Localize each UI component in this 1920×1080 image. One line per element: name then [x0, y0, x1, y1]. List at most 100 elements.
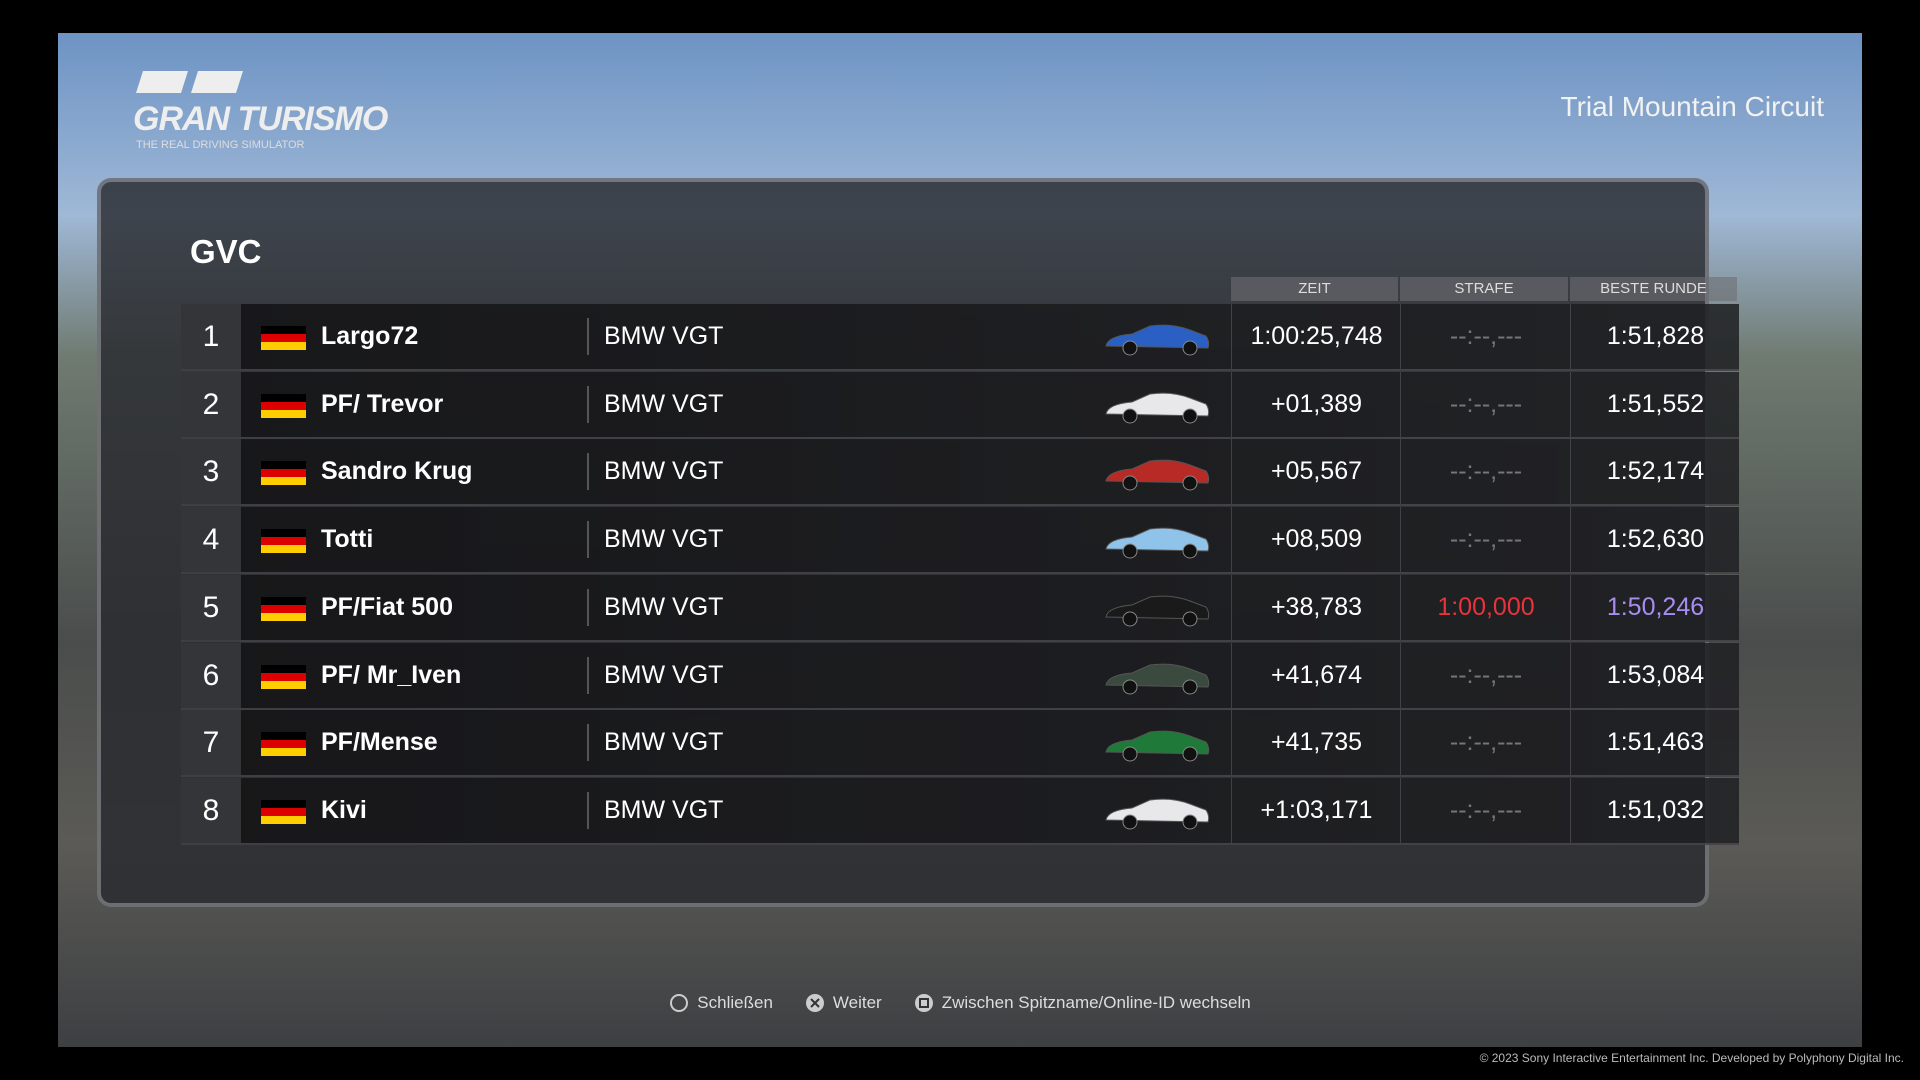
- best-lap: 1:51,552: [1570, 371, 1740, 437]
- logo: GRAN TURISMO THE REAL DRIVING SIMULATOR: [133, 71, 388, 151]
- time: +08,509: [1231, 507, 1401, 573]
- driver-name: Sandro Krug: [321, 457, 473, 486]
- result-row: 7 PF/Mense BMW VGT +41,735 --:--,--- 1:51,463: [181, 710, 1740, 778]
- separator: [587, 521, 589, 559]
- driver-name: Totti: [321, 525, 374, 554]
- car-model: BMW VGT: [604, 795, 724, 824]
- best-lap: 1:52,174: [1570, 439, 1740, 505]
- flag: [261, 596, 306, 621]
- time: +38,783: [1231, 574, 1401, 640]
- flag: [261, 326, 306, 350]
- button-label: Schließen: [697, 993, 773, 1012]
- logo-stripes: [136, 71, 243, 93]
- car-icon: [1105, 392, 1210, 424]
- best-lap: 1:53,084: [1570, 642, 1740, 708]
- best-lap: 1:50,246: [1570, 574, 1740, 640]
- car-icon: [1105, 595, 1210, 627]
- separator: [587, 724, 589, 762]
- best-lap: 1:52,630: [1570, 507, 1740, 573]
- column-header: STRAFE: [1400, 277, 1568, 301]
- driver-name: Largo72: [321, 322, 419, 350]
- separator: [587, 385, 589, 423]
- flag: [261, 799, 306, 824]
- flag: [261, 393, 306, 418]
- column-header: BESTE RUNDE: [1570, 277, 1737, 301]
- position: 2: [181, 371, 241, 437]
- car-icon: [1105, 527, 1210, 559]
- button-label: Weiter: [832, 993, 882, 1012]
- track-name: Trial Mountain Circuit: [1560, 91, 1824, 122]
- time: +01,389: [1231, 371, 1401, 437]
- car-icon: [1105, 324, 1210, 356]
- driver-name: PF/ Mr_Iven: [321, 660, 462, 689]
- position: 4: [181, 507, 241, 573]
- car-icon: [1105, 460, 1210, 491]
- result-row: 3 Sandro Krug BMW VGT +05,567 --:--,--- 1:52,…: [181, 439, 1740, 507]
- button-icon: [914, 994, 933, 1012]
- car-model: BMW VGT: [604, 457, 724, 486]
- column-header: ZEIT: [1231, 277, 1398, 301]
- button-label: Zwischen Spitzname/Online-ID wechseln: [941, 993, 1251, 1012]
- penalty: --:--,---: [1400, 371, 1571, 437]
- separator: [587, 318, 589, 355]
- separator: [587, 453, 589, 491]
- logo-title: GRAN TURISMO: [133, 100, 388, 138]
- time: +41,735: [1231, 710, 1401, 776]
- driver-name: PF/Mense: [321, 728, 438, 757]
- best-lap: 1:51,032: [1570, 777, 1740, 843]
- copyright: © 2023 Sony Interactive Entertainment In…: [1479, 1051, 1904, 1065]
- penalty: --:--,---: [1400, 507, 1571, 573]
- car-model: BMW VGT: [604, 592, 724, 621]
- button-icon: [805, 994, 824, 1012]
- driver-name: PF/ Trevor: [321, 389, 444, 418]
- separator: [587, 656, 589, 694]
- footer-button: Schließen: [669, 993, 773, 1013]
- time: +05,567: [1231, 439, 1401, 505]
- flag: [261, 664, 306, 689]
- separator: [587, 791, 589, 829]
- result-row: 1 Largo72 BMW VGT 1:00:25,748 --:--,--- 1:51,…: [181, 304, 1739, 371]
- driver-name: Kivi: [321, 795, 367, 824]
- button-icon: [670, 994, 689, 1012]
- car-model: BMW VGT: [604, 525, 724, 554]
- time: +41,674: [1231, 642, 1401, 708]
- penalty: --:--,---: [1400, 710, 1571, 776]
- driver-name: PF/Fiat 500: [321, 592, 453, 621]
- car-model: BMW VGT: [604, 728, 724, 757]
- best-lap: 1:51,828: [1570, 304, 1740, 369]
- table-title: GVC: [190, 233, 262, 270]
- position: 1: [181, 304, 241, 369]
- flag: [261, 732, 306, 757]
- position: 6: [181, 642, 241, 708]
- car-icon: [1105, 663, 1210, 694]
- footer-button: Weiter: [805, 993, 882, 1013]
- footer-button: Zwischen Spitzname/Online-ID wechseln: [914, 993, 1251, 1013]
- car-model: BMW VGT: [604, 660, 724, 689]
- time: 1:00:25,748: [1231, 304, 1401, 369]
- position: 7: [181, 710, 241, 776]
- time: +1:03,171: [1231, 777, 1401, 843]
- car-model: BMW VGT: [604, 389, 724, 418]
- separator: [587, 588, 589, 626]
- best-lap: 1:51,463: [1570, 710, 1740, 776]
- penalty: 1:00,000: [1400, 574, 1571, 640]
- result-row: 2 PF/ Trevor BMW VGT +01,389 --:--,--- 1:51,5…: [181, 371, 1740, 439]
- position: 3: [181, 439, 241, 505]
- car-icon: [1105, 798, 1210, 830]
- flag: [261, 529, 306, 554]
- position: 8: [181, 777, 241, 843]
- flag: [261, 461, 306, 486]
- position: 5: [181, 574, 241, 640]
- car-icon: [1105, 730, 1210, 762]
- logo-subtitle: THE REAL DRIVING SIMULATOR: [136, 139, 305, 151]
- result-row: 6 PF/ Mr_Iven BMW VGT +41,674 --:--,--- 1:53,…: [181, 642, 1740, 710]
- penalty: --:--,---: [1400, 304, 1571, 369]
- result-row: 5 PF/Fiat 500 BMW VGT +38,783 1:00,000 1:50,2…: [181, 574, 1740, 642]
- penalty: --:--,---: [1400, 777, 1571, 843]
- result-row: 8 Kivi BMW VGT +1:03,171 --:--,--- 1:51,032: [181, 777, 1740, 845]
- car-model: BMW VGT: [604, 322, 724, 350]
- footer-buttons: Schließen Weiter Zwischen Spitzname/Online…: [0, 993, 1920, 1018]
- penalty: --:--,---: [1400, 642, 1571, 708]
- result-row: 4 Totti BMW VGT +08,509 --:--,--- 1:52,630: [181, 507, 1740, 575]
